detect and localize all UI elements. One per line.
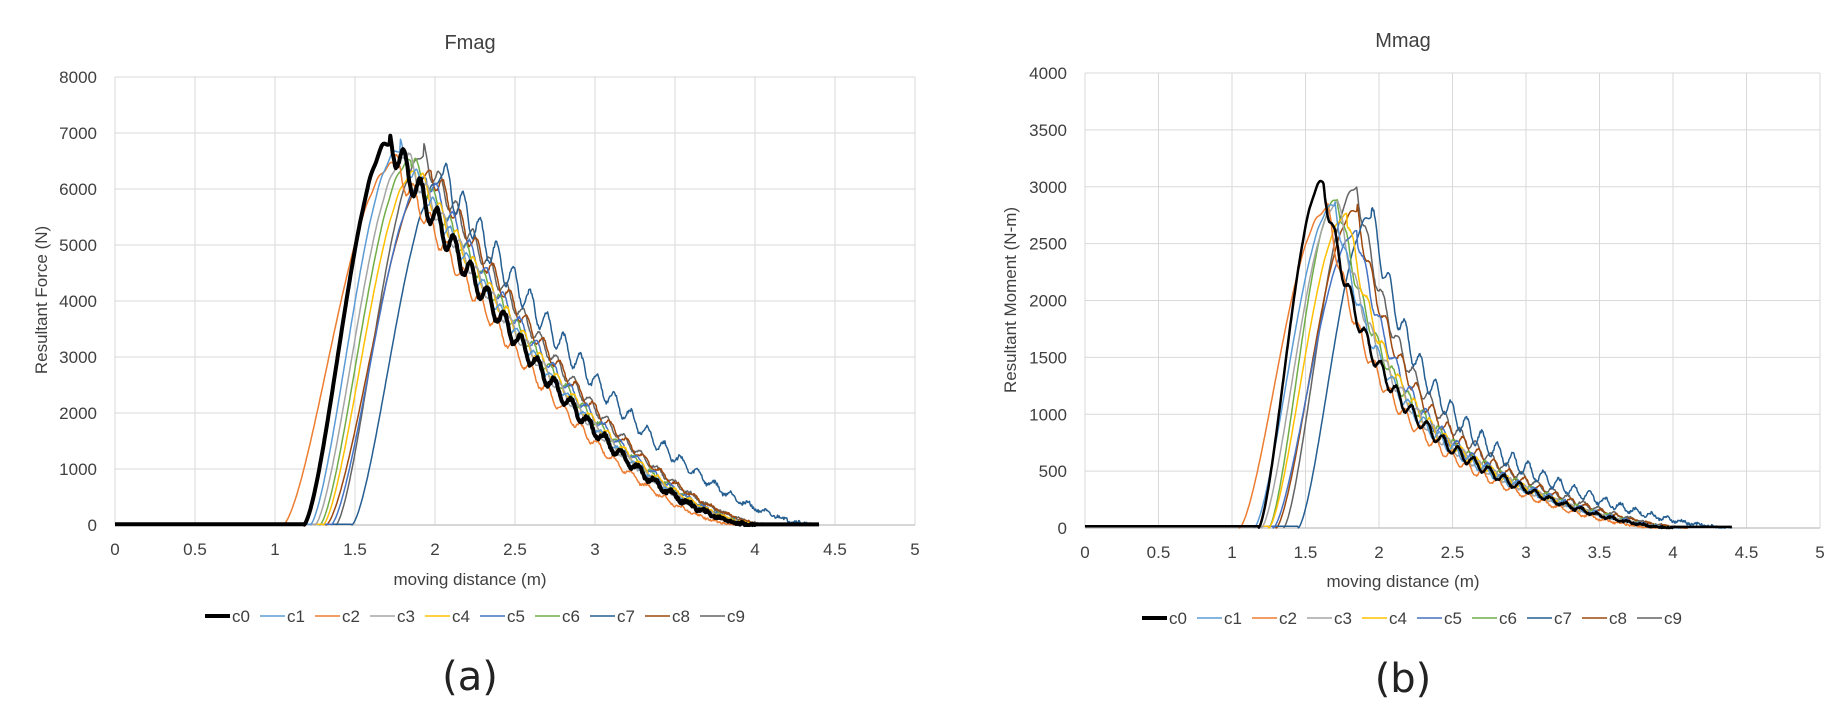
x-tick-label: 4 <box>1668 543 1677 562</box>
legend-label-c8: c8 <box>1609 609 1627 628</box>
series-line-c4 <box>1084 212 1732 529</box>
panel-label-b: (b) <box>1375 656 1432 702</box>
y-axis-label: Resultant Moment (N-m) <box>1001 207 1020 393</box>
x-tick-label: 4.5 <box>823 540 847 559</box>
x-tick-label: 1.5 <box>343 540 367 559</box>
y-tick-label: 1000 <box>59 460 97 479</box>
y-tick-label: 1000 <box>1029 405 1067 424</box>
y-tick-label: 3000 <box>1029 178 1067 197</box>
tick-labels: 0 0.5 1 1.5 2 2.5 3 3.5 4 4.5 5 0 1000 2000 3000 4000 50… <box>59 68 920 559</box>
x-tick-label: 5 <box>910 540 919 559</box>
x-tick-label: 3.5 <box>1588 543 1612 562</box>
series-lines <box>113 133 821 527</box>
legend-label-c3: c3 <box>397 607 415 626</box>
series-line-c2 <box>1084 202 1732 529</box>
x-tick-label: 0 <box>1080 543 1089 562</box>
legend-label-c9: c9 <box>1664 609 1682 628</box>
x-tick-label: 5 <box>1815 543 1824 562</box>
y-tick-label: 5000 <box>59 236 97 255</box>
x-tick-label: 1 <box>1227 543 1236 562</box>
y-tick-label: 2500 <box>1029 235 1067 254</box>
legend-label-c5: c5 <box>1444 609 1462 628</box>
y-axis-label: Resultant Force (N) <box>32 226 51 374</box>
legend-label-c5: c5 <box>507 607 525 626</box>
x-tick-label: 3 <box>590 540 599 559</box>
legend-label-c6: c6 <box>562 607 580 626</box>
series-line-c7 <box>115 162 820 526</box>
x-tick-label: 3.5 <box>663 540 687 559</box>
x-tick-label: 0.5 <box>183 540 207 559</box>
legend-label-c4: c4 <box>1389 609 1407 628</box>
y-tick-label: 8000 <box>59 68 97 87</box>
legend-label-c7: c7 <box>617 607 635 626</box>
series-line-c0 <box>1084 179 1733 530</box>
legend-label-c3: c3 <box>1334 609 1352 628</box>
legend-label-c0: c0 <box>1169 609 1187 628</box>
legend-label-c1: c1 <box>1224 609 1242 628</box>
y-tick-label: 4000 <box>1029 64 1067 83</box>
legend-label-c4: c4 <box>452 607 470 626</box>
x-axis-label: moving distance (m) <box>393 570 546 589</box>
series-line-c9 <box>115 142 819 526</box>
x-tick-label: 4 <box>750 540 759 559</box>
legend-label-c7: c7 <box>1554 609 1572 628</box>
x-tick-label: 4.5 <box>1735 543 1759 562</box>
legend-label-c8: c8 <box>672 607 690 626</box>
series-line-c0 <box>113 133 821 527</box>
panel-label-a: (a) <box>442 654 498 700</box>
chart-title: Fmag <box>444 32 495 54</box>
x-tick-label: 2.5 <box>503 540 527 559</box>
series-line-c6 <box>1084 199 1732 529</box>
series-line-c4 <box>115 170 819 526</box>
series-line-c5 <box>1084 229 1732 529</box>
y-tick-label: 0 <box>88 516 97 535</box>
x-tick-label: 2 <box>430 540 439 559</box>
x-tick-label: 2 <box>1374 543 1383 562</box>
x-tick-label: 0 <box>110 540 119 559</box>
x-tick-label: 0.5 <box>1147 543 1171 562</box>
legend-label-c2: c2 <box>1279 609 1297 628</box>
series-line-c8 <box>1084 203 1732 529</box>
y-tick-label: 2000 <box>1029 292 1067 311</box>
y-tick-label: 7000 <box>59 124 97 143</box>
x-axis-label: moving distance (m) <box>1326 572 1479 591</box>
series-line-c3 <box>1084 200 1732 529</box>
y-tick-label: 0 <box>1058 519 1067 538</box>
legend-label-c9: c9 <box>727 607 745 626</box>
legend: c0 c1 c2 c3 c4 c5 c6 c7 c8 c9 <box>1142 609 1682 628</box>
series-line-c8 <box>115 169 819 526</box>
x-tick-label: 3 <box>1521 543 1530 562</box>
y-tick-label: 6000 <box>59 180 97 199</box>
series-line-c1 <box>115 138 819 526</box>
series-line-c5 <box>115 176 819 526</box>
series-line-c7 <box>1084 207 1733 529</box>
legend-label-c6: c6 <box>1499 609 1517 628</box>
series-lines <box>1084 179 1733 530</box>
tick-labels: 0 0.5 1 1.5 2 2.5 3 3.5 4 4.5 5 0 500 1000 1500 2000 250… <box>1029 64 1825 562</box>
x-tick-label: 2.5 <box>1441 543 1465 562</box>
y-tick-label: 500 <box>1039 462 1067 481</box>
y-tick-label: 4000 <box>59 292 97 311</box>
chart-title: Mmag <box>1375 30 1431 52</box>
chart-fmag: Fmag 0 0.5 1 1.5 2 2.5 3 3.5 4 4.5 5 0 1000 2000 3000 4… <box>32 32 920 700</box>
x-tick-label: 1.5 <box>1294 543 1318 562</box>
series-line-c1 <box>1084 201 1732 529</box>
y-tick-label: 3000 <box>59 348 97 367</box>
legend: c0 c1 c2 c3 c4 c5 c6 c7 c8 c9 <box>205 607 745 626</box>
chart-mmag: Mmag 0 0.5 1 1.5 2 2.5 3 3.5 4 4.5 5 0 500 1000 1500 20… <box>1001 30 1825 702</box>
legend-label-c0: c0 <box>232 607 250 626</box>
grid <box>1084 72 1821 529</box>
grid <box>114 76 916 526</box>
y-tick-label: 3500 <box>1029 121 1067 140</box>
legend-label-c2: c2 <box>342 607 360 626</box>
y-tick-label: 2000 <box>59 404 97 423</box>
y-tick-label: 1500 <box>1029 348 1067 367</box>
x-tick-label: 1 <box>270 540 279 559</box>
legend-label-c1: c1 <box>287 607 305 626</box>
